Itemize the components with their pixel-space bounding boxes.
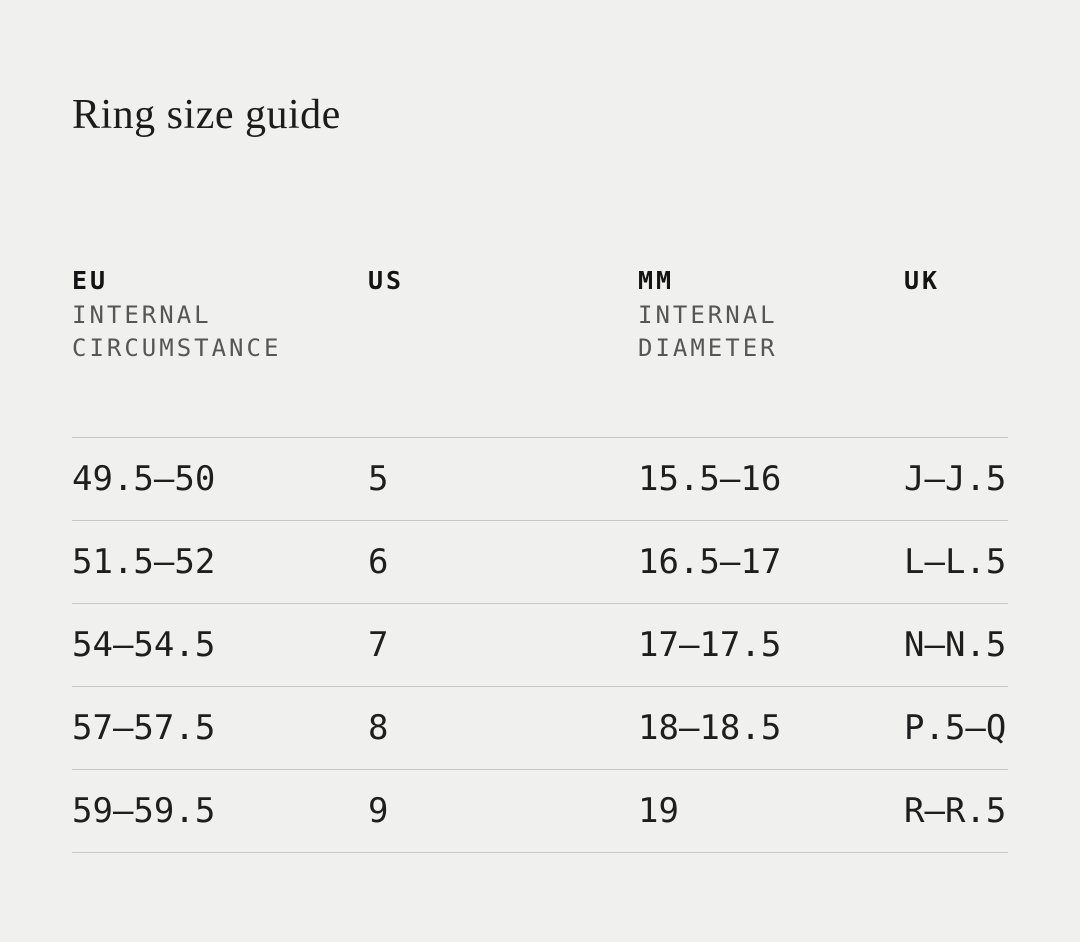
cell-mm: 19 <box>638 791 679 831</box>
column-header-eu: EU INTERNAL CIRCUMSTANCE <box>72 266 368 365</box>
column-header-uk: UK <box>904 266 1008 296</box>
cell-mm: 17—17.5 <box>638 625 782 665</box>
table-row: 51.5—52 6 16.5—17 L—L.5 <box>72 520 1008 603</box>
table-header-row: EU INTERNAL CIRCUMSTANCE US MM INTERNAL … <box>72 266 1008 437</box>
column-header-subline: CIRCUMSTANCE <box>72 334 282 362</box>
table-row: 59—59.5 9 19 R—R.5 <box>72 769 1008 852</box>
column-header-subline: INTERNAL <box>638 301 778 329</box>
column-header-subline: INTERNAL <box>72 301 212 329</box>
table-body: 49.5—50 5 15.5—16 J—J.5 51.5—52 6 16.5—1… <box>72 437 1008 853</box>
cell-uk: R—R.5 <box>904 791 1007 831</box>
cell-us: 8 <box>368 708 389 748</box>
ring-size-table: EU INTERNAL CIRCUMSTANCE US MM INTERNAL … <box>72 266 1008 853</box>
column-header-label: MM <box>638 266 675 295</box>
page-title: Ring size guide <box>72 92 341 139</box>
cell-uk: L—L.5 <box>904 542 1007 582</box>
column-header-mm: MM INTERNAL DIAMETER <box>638 266 904 365</box>
column-header-label: EU <box>72 266 109 295</box>
cell-uk: J—J.5 <box>904 459 1007 499</box>
cell-uk: N—N.5 <box>904 625 1007 665</box>
cell-eu: 57—57.5 <box>72 708 216 748</box>
cell-eu: 49.5—50 <box>72 459 216 499</box>
column-header-label: US <box>368 266 405 295</box>
cell-us: 7 <box>368 625 389 665</box>
cell-uk: P.5—Q <box>904 708 1007 748</box>
table-row: 57—57.5 8 18—18.5 P.5—Q <box>72 686 1008 769</box>
cell-mm: 16.5—17 <box>638 542 782 582</box>
table-row: 54—54.5 7 17—17.5 N—N.5 <box>72 603 1008 686</box>
cell-mm: 18—18.5 <box>638 708 782 748</box>
column-header-us: US <box>368 266 638 296</box>
cell-mm: 15.5—16 <box>638 459 782 499</box>
column-header-label: UK <box>904 266 941 295</box>
cell-us: 5 <box>368 459 389 499</box>
cell-eu: 59—59.5 <box>72 791 216 831</box>
column-header-subline: DIAMETER <box>638 334 778 362</box>
table-row: 49.5—50 5 15.5—16 J—J.5 <box>72 437 1008 520</box>
cell-us: 6 <box>368 542 389 582</box>
cell-eu: 54—54.5 <box>72 625 216 665</box>
cell-us: 9 <box>368 791 389 831</box>
cell-eu: 51.5—52 <box>72 542 216 582</box>
